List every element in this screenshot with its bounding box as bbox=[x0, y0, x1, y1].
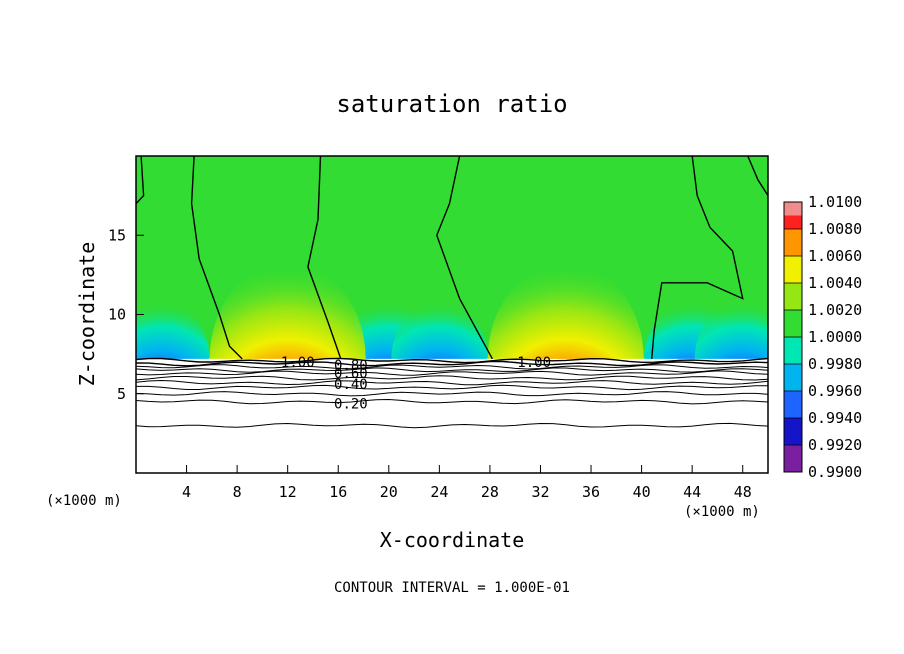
contour-line bbox=[136, 379, 768, 386]
colorbar-swatch bbox=[784, 229, 802, 256]
contour-line bbox=[136, 422, 768, 429]
colorbar-label: 1.0060 bbox=[808, 247, 862, 265]
colorbar-swatch bbox=[784, 391, 802, 418]
contour-line-1-00 bbox=[307, 156, 342, 360]
contour-label: 0.40 bbox=[334, 377, 368, 393]
x-axis-label: X-coordinate bbox=[380, 528, 525, 552]
contour-line bbox=[136, 384, 768, 391]
colorbar-swatch bbox=[784, 256, 802, 283]
contour-interval-footer: CONTOUR INTERVAL = 1.000E-01 bbox=[334, 580, 570, 596]
chart-title: saturation ratio bbox=[336, 90, 567, 118]
colorbar-swatch bbox=[784, 283, 802, 310]
colorbar: 0.9900 0.9920 0.9940 0.9960 0.9980 1.0000 1.00… bbox=[783, 193, 862, 481]
contour-label: 0.20 bbox=[334, 396, 368, 412]
contour-line-1-00 bbox=[190, 156, 243, 360]
contour-line bbox=[136, 367, 768, 373]
y-axis-label: Z-coordinate bbox=[75, 242, 99, 387]
colorbar-label: 0.9940 bbox=[808, 409, 862, 427]
x-tick-label: 16 bbox=[329, 483, 347, 501]
contour-line bbox=[136, 370, 768, 376]
x-unit-label-left: (×1000 m) bbox=[46, 493, 122, 509]
y-tick-label: 5 bbox=[117, 385, 126, 403]
plot-area: 1.00 0.800.600.40 0.20 1.00 bbox=[136, 156, 768, 473]
x-tick-label: 12 bbox=[279, 483, 297, 501]
contour-line-1-00 bbox=[747, 156, 768, 196]
x-tick-label: 24 bbox=[430, 483, 448, 501]
contour-line bbox=[136, 398, 768, 405]
x-tick-label: 36 bbox=[582, 483, 600, 501]
contour-line-1-00 bbox=[651, 156, 744, 359]
colorbar-label: 0.9980 bbox=[808, 355, 862, 373]
contour-label: 1.00 bbox=[517, 355, 551, 371]
contour-line-1-00 bbox=[136, 156, 145, 205]
x-tick-label: 8 bbox=[233, 483, 242, 501]
colorbar-label: 0.9900 bbox=[808, 463, 862, 481]
contour-line-1-00 bbox=[436, 156, 494, 360]
x-tick-label: 20 bbox=[380, 483, 398, 501]
contour-line bbox=[136, 375, 768, 381]
colorbar-label: 1.0100 bbox=[808, 193, 862, 211]
x-tick-label: 32 bbox=[531, 483, 549, 501]
contour-line bbox=[136, 360, 768, 367]
contour-line bbox=[136, 391, 768, 397]
colorbar-swatch bbox=[784, 364, 802, 391]
y-tick-label: 15 bbox=[108, 226, 126, 244]
y-tick-label: 10 bbox=[108, 306, 126, 324]
contour-label: 0.60 bbox=[334, 366, 368, 382]
x-unit-label-right: (×1000 m) bbox=[684, 504, 760, 520]
x-tick-label: 44 bbox=[683, 483, 701, 501]
colorbar-swatch bbox=[784, 202, 802, 216]
colorbar-label: 1.0000 bbox=[808, 328, 862, 346]
contour-label: 0.80 bbox=[334, 358, 368, 374]
x-tick-label: 40 bbox=[633, 483, 651, 501]
contour-line bbox=[136, 357, 768, 364]
colorbar-swatch bbox=[784, 337, 802, 364]
colorbar-label: 1.0080 bbox=[808, 220, 862, 238]
colorbar-swatch bbox=[784, 418, 802, 445]
colorbar-label: 0.9960 bbox=[808, 382, 862, 400]
contour-line bbox=[136, 364, 768, 370]
colorbar-label: 1.0020 bbox=[808, 301, 862, 319]
colorbar-label: 1.0040 bbox=[808, 274, 862, 292]
colorbar-swatch bbox=[784, 445, 802, 472]
colorbar-swatch bbox=[784, 310, 802, 337]
colorbar-label: 0.9920 bbox=[808, 436, 862, 454]
contour-label: 1.00 bbox=[281, 355, 315, 371]
x-tick-label: 4 bbox=[182, 483, 191, 501]
x-tick-label: 48 bbox=[734, 483, 752, 501]
x-tick-label: 28 bbox=[481, 483, 499, 501]
